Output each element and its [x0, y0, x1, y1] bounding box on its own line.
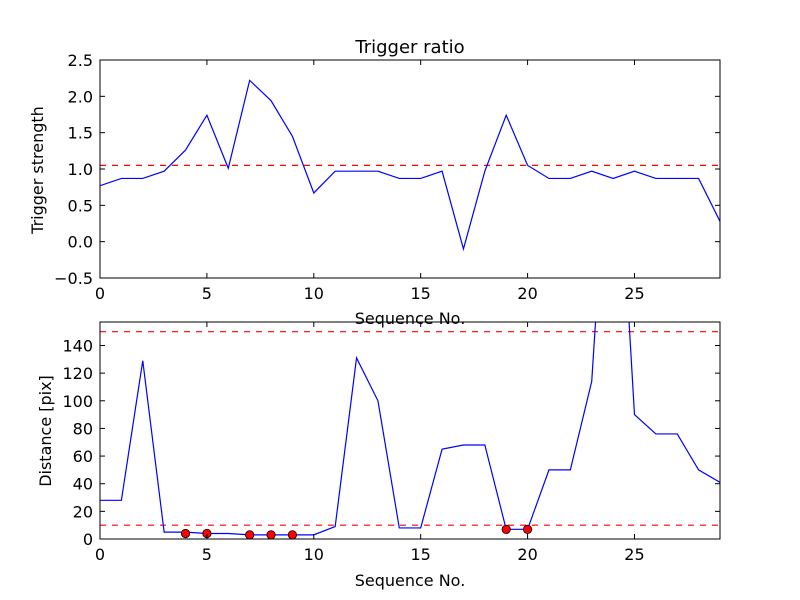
data-point-marker	[180, 528, 191, 539]
y-tick-label: 100	[62, 392, 93, 411]
plot-area: 0 5 10 15 20 25 −0.5 0.0 0.5 1.0 1.5 2.0 2.5	[54, 51, 721, 303]
plot-content	[100, 79, 720, 252]
data-point-marker	[501, 524, 511, 534]
x-tick-label: 20	[517, 284, 537, 303]
data-point-marker	[287, 530, 298, 539]
plot-content	[100, 322, 720, 539]
trigger-ratio-chart: Trigger ratio Sequence No. Trigger stren…	[28, 37, 721, 328]
x-axis-label: Sequence No.	[355, 309, 466, 328]
x-tick-label: 5	[202, 284, 212, 303]
chart-title: Trigger ratio	[354, 37, 464, 58]
axes-frame	[99, 321, 721, 540]
y-tick-label: 40	[73, 475, 93, 494]
y-tick-label: 140	[62, 336, 93, 355]
x-tick-label: 10	[304, 545, 324, 564]
x-tick-label: 0	[95, 545, 105, 564]
y-tick-label: 1.0	[68, 160, 93, 179]
y-tick-label: 80	[73, 419, 93, 438]
y-tick-label: 60	[73, 447, 93, 466]
x-tick-label: 25	[624, 545, 644, 564]
data-point-marker	[245, 530, 255, 539]
y-axis-label: Trigger strength	[28, 106, 47, 235]
x-tick-label: 15	[411, 284, 431, 303]
series-line	[100, 79, 720, 252]
data-point-marker	[266, 530, 276, 539]
x-axis-label: Sequence No.	[355, 571, 466, 590]
x-tick-label: 10	[304, 284, 324, 303]
x-tick-label: 25	[624, 284, 644, 303]
plot-area: 0 5 10 15 20 25 0 20 40 60 80 100 120 140	[62, 321, 721, 564]
y-tick-label: 2.0	[68, 87, 93, 106]
data-point-marker	[522, 524, 533, 534]
y-tick-label: 1.5	[68, 124, 93, 143]
x-tick-label: 20	[517, 545, 537, 564]
y-axis-label: Distance [pix]	[36, 375, 55, 487]
distance-chart: Sequence No. Distance [pix] 0 5 10 15 20 25 0 2…	[36, 321, 721, 590]
y-tick-label: −0.5	[54, 269, 93, 288]
y-tick-label: 0.5	[68, 196, 93, 215]
x-tick-label: 5	[202, 545, 212, 564]
y-tick-label: 20	[73, 502, 93, 521]
y-tick-label: 2.5	[68, 51, 93, 70]
x-tick-label: 0	[95, 284, 105, 303]
y-tick-label: 0.0	[68, 233, 93, 252]
y-tick-label: 120	[62, 364, 93, 383]
x-tick-label: 15	[411, 545, 431, 564]
y-tick-label: 0	[83, 530, 93, 549]
